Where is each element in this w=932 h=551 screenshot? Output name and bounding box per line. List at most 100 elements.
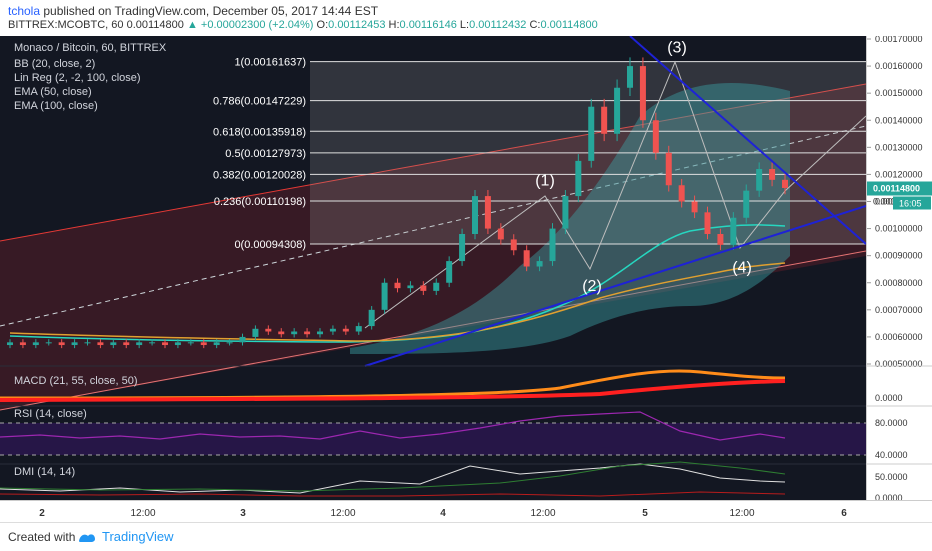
fib-label-1: 0.786(0.00147229) [213,96,306,108]
candle-body-21 [278,331,285,335]
time-axis-svg: 2 12:00 3 12:00 4 12:00 5 12:00 6 [39,508,847,519]
indicator-tick-4: 0.0000 [875,493,903,500]
symbol-label: BITTREX:MCOBTC, 60 [8,19,124,31]
candle-body-20 [265,328,272,332]
main-chart-svg: 1(0.00161637) 0.786(0.00147229) 0.618(0.00… [0,35,867,497]
candle-body-46 [601,106,608,134]
legend-macd[interactable]: MACD (21, 55, close, 50) [14,375,138,387]
legend-ema50[interactable]: EMA (50, close) [14,86,92,98]
candle-body-34 [446,261,453,283]
candle-body-28 [368,309,375,327]
partial-price-label: 0.001 [873,197,896,207]
time-tick-3: 12:00 [330,508,355,519]
low-value: 0.00112432 [469,19,527,31]
candle-body-15 [200,342,207,346]
fib-levels: 1(0.00161637) 0.786(0.00147229) 0.618(0.00… [213,57,866,251]
candle-body-35 [459,234,466,262]
high-value: 0.00116146 [399,19,457,31]
price-tick-7: 0.00100000 [875,224,923,234]
indicator-tick-3: 50.0000 [875,472,908,482]
regression-upper-line [0,83,867,242]
fib-label-0: 1(0.00161637) [234,57,306,69]
indicator-tick-0: 0.0000 [875,393,903,403]
candle-body-58 [756,169,763,191]
candle-body-6 [84,342,91,344]
candle-body-8 [110,342,117,346]
candle-body-56 [730,217,737,245]
price-change: ▲ +0.00002300 (+2.04%) [186,19,314,31]
price-tick-4: 0.00130000 [875,142,923,152]
low-label: L: [459,19,470,31]
time-tick-2: 3 [240,508,246,519]
wave-label-3: (4) [732,259,752,276]
price-tick-1: 0.00160000 [875,61,923,71]
candle-body-33 [433,282,440,291]
candle-body-50 [652,120,659,153]
legend-dmi[interactable]: DMI (14, 14) [14,466,76,478]
time-tick-7: 12:00 [729,508,754,519]
wave-label-0: (1) [535,172,555,189]
candle-body-38 [497,228,504,240]
candle-body-57 [743,190,750,218]
dmi-plus-line [0,463,786,494]
candle-body-32 [420,285,427,291]
author-link[interactable]: tchola [8,4,41,18]
bollinger-cloud [350,83,790,354]
price-tick-8: 0.00090000 [875,251,923,261]
publish-line: tchola published on TradingView.com, Dec… [8,4,378,18]
candle-body-47 [614,87,621,134]
macd-line [0,379,786,402]
legend-ema100[interactable]: EMA (100, close) [14,100,98,112]
candle-body-48 [627,66,633,88]
time-axis[interactable]: 2 12:00 3 12:00 4 12:00 5 12:00 6 [0,500,932,523]
close-value: 0.00114800 [540,19,598,31]
price-tick-3: 0.00140000 [875,115,923,125]
chart-header: tchola published on TradingView.com, Dec… [0,0,932,36]
candle-body-16 [213,342,220,346]
footer: Created with TradingView [0,522,932,551]
rsi-line [0,411,786,441]
high-label: H: [388,19,400,31]
candle-body-42 [549,228,556,262]
ema100-line [9,262,786,342]
legend-rsi[interactable]: RSI (14, close) [14,408,87,420]
price-axis[interactable]: 0.00170000 0.00160000 0.00150000 0.00140000… [866,34,932,503]
candle-body-31 [407,285,414,289]
candle-body-36 [472,196,478,234]
candle-body-45 [588,106,595,161]
fib-label-6: 0(0.00094308) [234,239,306,251]
candles-group [7,57,788,349]
chart-plot-area[interactable]: 1(0.00161637) 0.786(0.00147229) 0.618(0.00… [0,35,867,500]
price-tick-5: 0.00120000 [875,169,923,179]
time-tick-8: 6 [841,508,847,519]
candle-body-14 [187,342,194,344]
candle-body-43 [562,196,569,229]
price-tick-11: 0.00060000 [875,332,923,342]
time-tick-6: 5 [642,508,648,519]
fib-label-4: 0.382(0.00120028) [213,169,306,181]
regression-channel-fill [0,84,866,410]
candle-body-4 [58,342,65,346]
created-with-label: Created with [8,530,76,544]
candle-body-25 [329,328,336,332]
tradingview-link[interactable]: TradingView [102,529,174,544]
price-tick-2: 0.00150000 [875,88,923,98]
indicator-tick-1: 80.0000 [875,418,908,428]
candle-body-19 [252,328,259,337]
candle-body-39 [510,239,517,251]
tradingview-logo-icon [78,530,96,542]
candle-body-22 [291,331,298,335]
candle-body-10 [136,342,143,346]
regression-lower-line [0,250,867,411]
legend-title: Monaco / Bitcoin, 60, BITTREX [14,42,167,54]
candle-body-7 [97,342,104,346]
candle-body-53 [691,201,698,213]
candle-body-0 [7,342,13,346]
candle-body-26 [342,328,349,332]
legend-linreg[interactable]: Lin Reg (2, -2, 100, close) [14,72,141,84]
legend-bb[interactable]: BB (20, close, 2) [14,58,96,70]
last-price-label: 0.00114800 [873,184,920,194]
candle-body-18 [239,336,246,343]
fib-label-2: 0.618(0.00135918) [213,126,306,138]
wave-labels: (1) (2) (3) (4) [535,40,752,296]
